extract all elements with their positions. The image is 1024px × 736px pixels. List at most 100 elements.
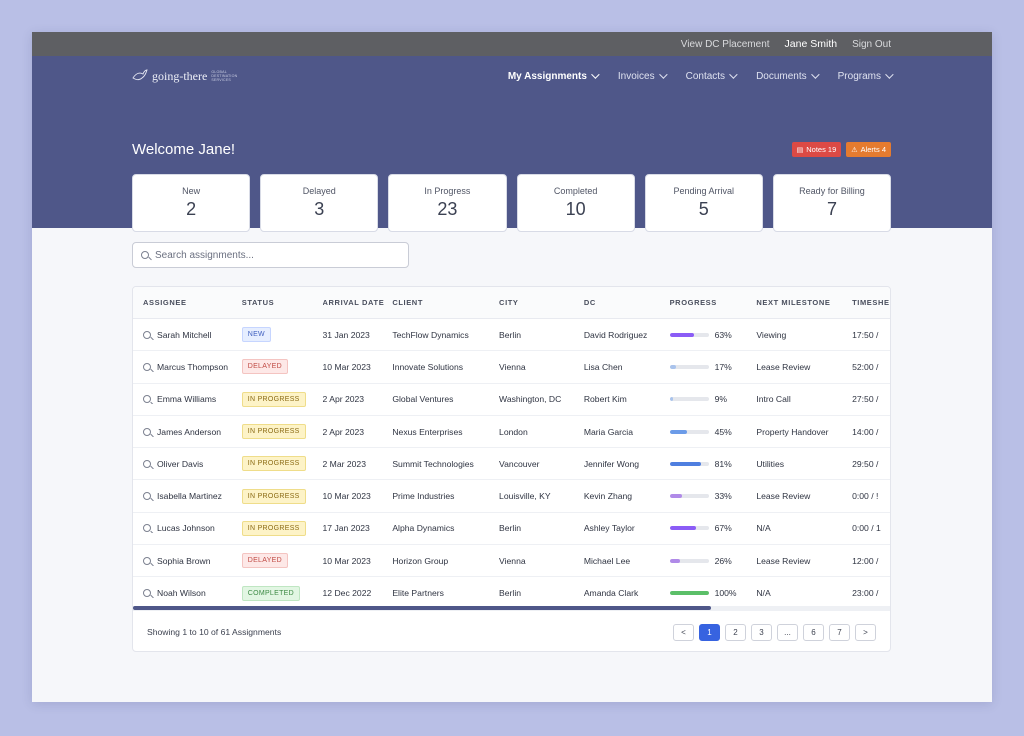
dc-cell: Robert Kim [583,394,627,405]
summary-card-in-progress[interactable]: In Progress 23 [388,174,507,232]
status-badge: COMPLETED [241,585,300,601]
summary-card-new[interactable]: New 2 [132,174,251,232]
column-header-client[interactable]: CLIENT [392,298,424,307]
next-milestone-cell: Utilities [756,458,785,469]
view-dc-placement-link[interactable]: View DC Placement [680,38,770,50]
nav-item-label: My Assignments [507,70,587,82]
progress-label: 45% [714,426,732,437]
table-row[interactable]: Isabella Martinez IN PROGRESS 10 Mar 2023 P… [133,480,890,513]
progress-cell: 81% [669,458,757,469]
search-icon[interactable] [143,362,151,371]
column-header-city[interactable]: CITY [499,298,519,307]
summary-card-ready-for-billing[interactable]: Ready for Billing 7 [772,174,892,232]
arrival-date-cell: 10 Mar 2023 [322,361,371,372]
progress-label: 81% [714,458,732,469]
search-icon[interactable] [143,524,151,533]
sign-out-link[interactable]: Sign Out [852,38,891,50]
page-button-1[interactable]: 1 [699,623,720,641]
scrollbar-thumb[interactable] [133,606,711,610]
client-cell: Horizon Group [392,555,449,566]
client-cell: Nexus Enterprises [392,426,463,437]
table-row[interactable]: Emma Williams IN PROGRESS 2 Apr 2023 Global… [133,384,890,416]
alerts-badge[interactable]: ⚠ Alerts 4 [846,142,891,157]
progress-cell: 17% [669,361,757,372]
summary-cards: New 2 Delayed 3 In Progress 23 Completed 10 Pend… [132,174,892,232]
progress-cell: 33% [669,491,757,502]
arrival-date-cell: 2 Apr 2023 [322,426,365,437]
client-cell: Elite Partners [392,588,444,599]
dc-cell: Jennifer Wong [583,458,640,469]
column-header-dc[interactable]: DC [583,298,596,307]
summary-card-completed[interactable]: Completed 10 [516,174,635,232]
next-page-button[interactable]: > [855,623,876,641]
page-button-6[interactable]: 6 [803,623,824,641]
assignee-name: Emma Williams [157,394,217,405]
status-cell: IN PROGRESS [241,456,323,472]
progress-bar-fill [669,364,677,369]
nav-item-programs[interactable]: Programs [838,70,894,82]
chevron-down-icon [658,70,668,79]
search-input[interactable] [155,249,395,261]
chevron-down-icon [810,70,820,79]
brand-tagline: GLOBAL DESTINATION SERVICES [211,70,238,82]
search-icon[interactable] [143,556,151,565]
assignee-name: Oliver Davis [157,458,204,469]
pagination-summary: Showing 1 to 10 of 61 Assignments [147,627,282,637]
nav-item-my-assignments[interactable]: My Assignments [507,70,600,82]
arrival-date-cell: 17 Jan 2023 [322,523,370,534]
app-window: View DC Placement Jane Smith Sign Out go… [32,32,992,702]
column-header-timesheet[interactable]: TIMESHEET [852,298,890,307]
notes-badge[interactable]: ▤ Notes 19 [791,142,842,157]
nav-item-invoices[interactable]: Invoices [617,70,668,82]
nav-item-documents[interactable]: Documents [756,70,820,82]
summary-card-pending-arrival[interactable]: Pending Arrival 5 [644,174,763,232]
column-header-assignee[interactable]: ASSIGNEE [143,298,187,307]
table-row[interactable]: James Anderson IN PROGRESS 2 Apr 2023 Nexus… [133,416,890,449]
column-header-next-milestone[interactable]: NEXT MILESTONE [756,298,831,307]
table-row[interactable]: Oliver Davis IN PROGRESS 2 Mar 2023 Summit … [133,448,890,481]
previous-page-button[interactable]: < [673,623,694,641]
page-button-3[interactable]: 3 [751,623,772,641]
progress-bar [669,591,709,596]
timesheet-cell: 27:50 / [852,394,879,405]
summary-card-delayed[interactable]: Delayed 3 [260,174,379,232]
table-header: ASSIGNEE STATUS ARRIVAL DATE CLIENT CITY DC PR… [133,287,890,319]
progress-bar-fill [669,332,695,337]
progress-label: 33% [714,491,732,502]
pagination: <1 2 3... 6 7 > [673,623,876,641]
search-icon[interactable] [143,589,151,598]
horizontal-scrollbar[interactable] [133,606,890,610]
search-icon[interactable] [143,330,151,339]
table-row[interactable]: Noah Wilson COMPLETED 12 Dec 2022 Elite Par… [133,577,890,610]
summary-card-label: Pending Arrival [673,186,735,196]
table-row[interactable]: Sarah Mitchell NEW 31 Jan 2023 TechFlow Dyn… [133,319,890,352]
search-box[interactable] [132,242,409,268]
page-button-7[interactable]: 7 [829,623,850,641]
column-header-progress[interactable]: PROGRESS [669,298,717,307]
assignee-cell: James Anderson [133,427,242,437]
table-row[interactable]: Lucas Johnson IN PROGRESS 17 Jan 2023 Alpha… [133,513,890,546]
column-header-status[interactable]: STATUS [241,298,275,307]
dc-cell: Kevin Zhang [583,491,633,502]
progress-bar [669,526,709,531]
search-icon[interactable] [143,427,151,436]
column-header-arrival-date[interactable]: ARRIVAL DATE [322,298,385,307]
timesheet-cell: 0:00 / ! [852,491,879,502]
table-row[interactable]: Sophia Brown DELAYED 10 Mar 2023 Horizon Gr… [133,545,890,578]
search-icon[interactable] [143,492,151,501]
summary-card-label: In Progress [424,186,471,196]
table-row[interactable]: Marcus Thompson DELAYED 10 Mar 2023 Innovat… [133,351,890,384]
city-cell: Berlin [499,523,522,534]
page-button-2[interactable]: 2 [725,623,746,641]
search-icon[interactable] [143,459,151,468]
assignee-name: Noah Wilson [157,588,206,599]
progress-label: 17% [714,361,732,372]
nav-item-contacts[interactable]: Contacts [686,70,738,82]
user-name-link[interactable]: Jane Smith [784,38,838,50]
nav-item-label: Invoices [617,70,655,82]
assignee-cell: Noah Wilson [133,588,242,598]
search-icon[interactable] [143,395,151,404]
summary-card-value: 10 [565,199,586,219]
summary-card-label: Completed [553,186,598,196]
brand-logo[interactable]: going-there GLOBAL DESTINATION SERVICES [132,69,247,84]
